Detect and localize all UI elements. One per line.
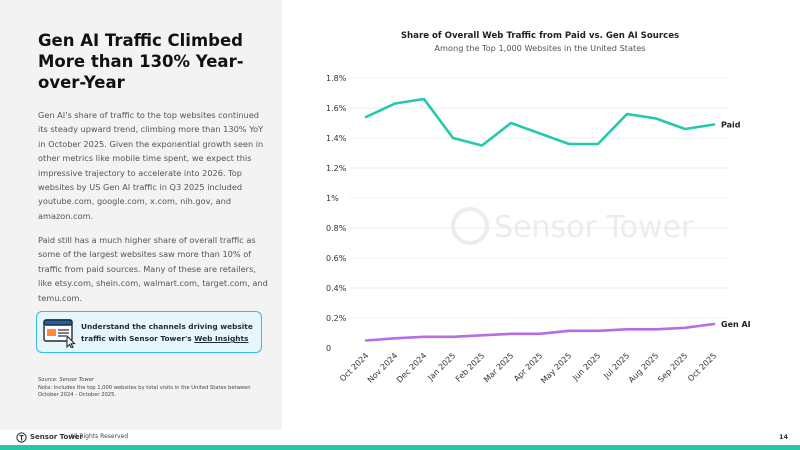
callout-text: Understand the channels driving website … [81,321,257,345]
page-title: Gen AI Traffic Climbed More than 130% Ye… [38,31,244,92]
y-tick-label: 1.6% [326,104,347,113]
y-tick-label: 0 [326,344,331,353]
sensor-tower-logo-icon [16,431,27,443]
x-tick-label: Jun 2025 [570,351,602,383]
browser-window-cursor-icon [43,319,76,348]
body-paragraph-gen-ai: Gen AI's share of traffic to the top web… [38,110,264,221]
source-label: Source: Sensor Tower [38,377,95,383]
y-tick-label: 0.6% [326,254,347,263]
text-panel: Gen AI Traffic Climbed More than 130% Ye… [0,0,282,430]
x-tick-label: Aug 2025 [627,351,661,385]
x-tick-label: Mar 2025 [482,351,515,384]
y-tick-label: 1.8% [326,74,347,83]
footer: Sensor Tower All Rights Reserved 14 [0,430,800,445]
y-tick-label: 0.2% [326,314,347,323]
x-tick-label: Jul 2025 [601,351,631,381]
x-tick-label: Jan 2025 [425,351,457,383]
web-insights-callout[interactable]: Understand the channels driving website … [36,311,262,353]
series-label: Gen AI [721,320,751,329]
body-paragraph-paid: Paid still has a much higher share of ov… [38,235,268,303]
y-tick-label: 1% [326,194,339,203]
footer-rights: All Rights Reserved [70,433,129,440]
x-tick-label: Oct 2025 [686,351,718,383]
watermark: Sensor Tower [451,207,694,245]
footer-logo-text: Sensor Tower [30,433,83,441]
web-insights-link[interactable]: Web Insights [194,334,249,343]
chart-title: Share of Overall Web Traffic from Paid v… [400,31,680,41]
y-tick-label: 1.2% [326,164,347,173]
line-chart: Sensor Tower 0 0.2% 0.4% 0.6% 0.8% 1% 1.2% 1.4% 1… [326,74,751,385]
page-number: 14 [778,433,788,441]
x-tick-label: Nov 2024 [366,351,400,385]
callout-text-body: Understand the channels driving website … [81,322,253,343]
y-tick-label: 1.4% [326,134,347,143]
source-note: Source: Sensor Tower Note: Includes the … [38,377,268,400]
series-label: Paid [721,121,741,130]
series-line-paid [364,97,716,147]
x-tick-label: Sep 2025 [656,351,689,384]
source-footnote: Note: Includes the top 1,000 websites by… [38,384,251,399]
chart-subtitle: Among the Top 1,000 Websites in the Unit… [434,43,646,53]
x-tick-label: Dec 2024 [395,351,429,385]
series-line-gen-ai [364,322,716,342]
y-tick-label: 0.4% [326,284,347,293]
y-tick-label: 0.8% [326,224,347,233]
accent-bar [0,445,800,450]
watermark-text: Sensor Tower [494,210,694,245]
x-tick-label: Feb 2025 [454,351,487,384]
footer-logo: Sensor Tower [16,431,83,443]
watermark-logo-icon [451,207,489,245]
x-tick-label: May 2025 [539,351,573,385]
